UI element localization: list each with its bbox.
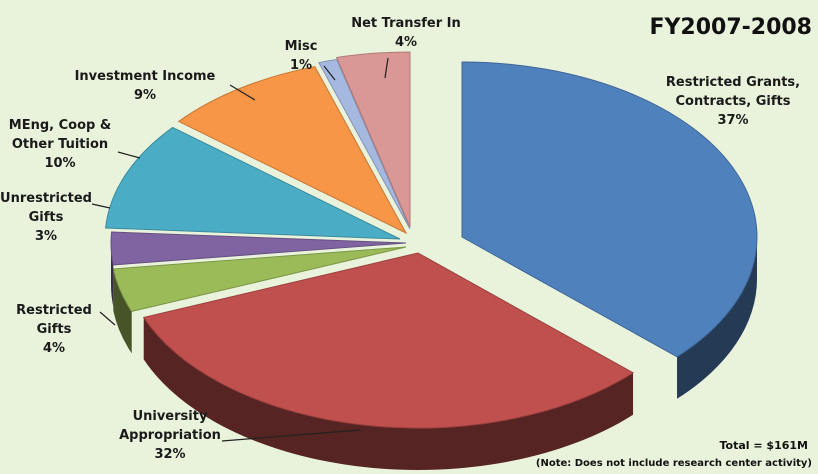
leader-lines	[91, 57, 389, 442]
pie-slice-misc	[318, 58, 411, 230]
slice-top	[318, 58, 411, 230]
slice-wall	[677, 237, 757, 399]
pie-slice-investment-income	[177, 66, 408, 235]
leader-line-university-appropriation	[221, 429, 361, 442]
slice-wall	[143, 317, 634, 470]
slice-wall	[113, 268, 132, 354]
label-unrestricted-gifts: Unrestricted Gifts 3%	[0, 191, 92, 244]
pie-slice-restricted-gifts	[112, 246, 407, 354]
leader-line-investment-income	[229, 84, 256, 101]
label-net-transfer-in: Net Transfer In 4%	[351, 16, 461, 50]
label-meng-coop-other-tuition: MEng, Coop & Other Tuition 10%	[9, 118, 111, 171]
leader-line-net-transfer-in	[384, 57, 389, 79]
pie-slice-meng-coop-other-tuition	[105, 126, 401, 240]
total-label: Total = $161M	[720, 439, 809, 452]
label-university-appropriation: University Appropriation 32%	[119, 409, 221, 462]
label-investment-income: Investment Income 9%	[75, 69, 216, 103]
slice-wall	[111, 243, 114, 307]
label-restricted-gifts: Restricted Gifts 4%	[16, 303, 92, 356]
leader-line-meng-coop-other-tuition	[117, 151, 141, 159]
slice-top	[461, 61, 758, 358]
slices-layer	[105, 51, 758, 470]
slice-top	[112, 246, 407, 312]
pie-slice-university-appropriation	[142, 252, 635, 470]
label-misc: Misc 1%	[285, 39, 318, 73]
slice-top	[110, 231, 407, 266]
slice-labels: Restricted Grants, Contracts, Gifts 37% Uni…	[0, 16, 800, 462]
footnote: (Note: Does not include research center …	[536, 458, 812, 469]
slice-top	[177, 66, 408, 235]
pie-slice-unrestricted-gifts	[110, 231, 407, 307]
slice-top	[335, 51, 411, 228]
pie-slice-restricted-grants-contracts-gifts	[461, 61, 758, 399]
leader-line-restricted-gifts	[99, 311, 116, 326]
slice-top	[142, 252, 635, 429]
slice-top	[105, 126, 401, 240]
chart-title: FY2007-2008	[649, 15, 812, 40]
leader-line-misc	[323, 65, 336, 81]
label-restricted-grants-contracts-gifts: Restricted Grants, Contracts, Gifts 37%	[666, 75, 800, 128]
pie-slice-net-transfer-in	[335, 51, 411, 228]
leader-line-unrestricted-gifts	[91, 203, 111, 209]
